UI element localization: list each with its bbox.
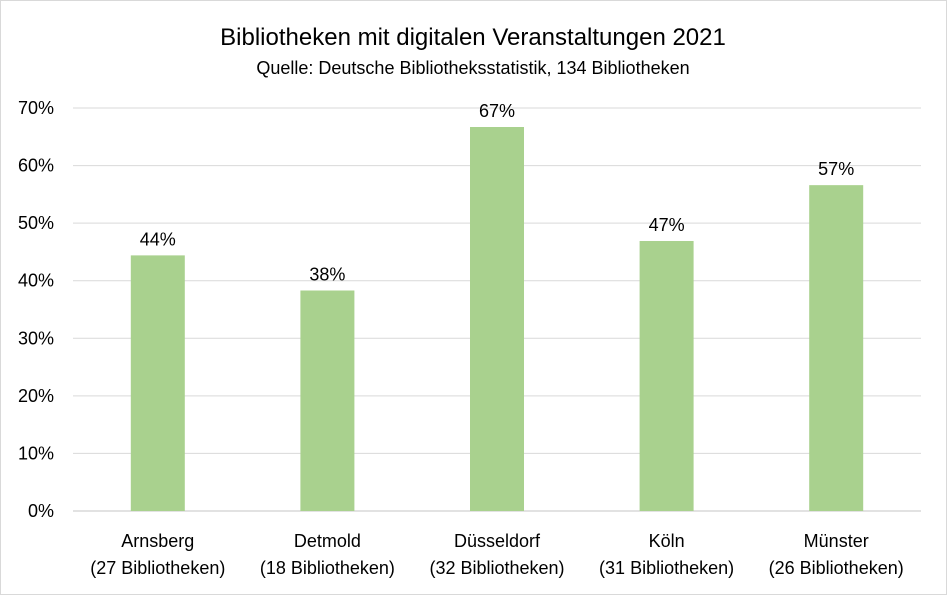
chart-subtitle: Quelle: Deutsche Bibliotheksstatistik, 1…: [256, 58, 689, 78]
bar: [470, 126, 524, 512]
category-labels: Arnsberg (27 Bibliotheken) Detmold (18 Bibl…: [90, 531, 903, 578]
y-tick-label: 40%: [18, 271, 54, 291]
bar: [300, 290, 355, 511]
category-label: (27 Bibliotheken): [90, 558, 225, 578]
category-label: (31 Bibliotheken): [599, 558, 734, 578]
bar: [130, 255, 185, 511]
category-label: (32 Bibliotheken): [429, 558, 564, 578]
data-label: 57%: [818, 159, 854, 179]
y-tick-label: 70%: [18, 98, 54, 118]
chart-title: Bibliotheken mit digitalen Veranstaltung…: [220, 24, 726, 51]
y-tick-label: 50%: [18, 213, 54, 233]
data-label: 47%: [649, 215, 685, 235]
data-label: 44%: [140, 229, 176, 249]
data-labels: 44% 38% 67% 47% 57%: [140, 101, 854, 285]
y-tick-label: 30%: [18, 328, 54, 348]
bar: [809, 185, 864, 511]
data-label: 67%: [479, 101, 515, 121]
bars: [130, 126, 864, 512]
category-label: Arnsberg: [121, 531, 194, 551]
y-tick-label: 20%: [18, 386, 54, 406]
y-axis-ticks: 0% 10% 20% 30% 40% 50% 60% 70%: [18, 98, 54, 521]
category-label: (18 Bibliotheken): [260, 558, 395, 578]
category-label: Münster: [804, 531, 869, 551]
category-label: (26 Bibliotheken): [769, 558, 904, 578]
category-label: Köln: [649, 531, 685, 551]
category-label: Düsseldorf: [454, 531, 541, 551]
bar: [639, 240, 694, 512]
category-label: Detmold: [294, 531, 361, 551]
y-tick-label: 0%: [28, 501, 54, 521]
y-tick-label: 60%: [18, 156, 54, 176]
data-label: 38%: [309, 265, 345, 285]
y-tick-label: 10%: [18, 443, 54, 463]
